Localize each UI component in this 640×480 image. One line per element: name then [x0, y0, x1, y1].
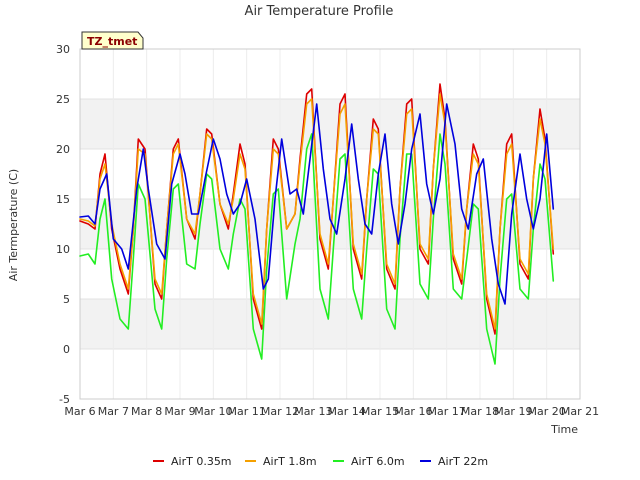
legend: AirT 0.35m AirT 1.8m AirT 6.0m AirT 22m	[153, 455, 488, 468]
x-tick-label: Mar 15	[361, 405, 399, 418]
x-tick-label: Mar 20	[528, 405, 566, 418]
x-tick-label: Mar 13	[294, 405, 332, 418]
x-tick-label: Mar 6	[64, 405, 95, 418]
legend-label: AirT 22m	[438, 455, 488, 468]
y-tick-label: 5	[63, 293, 70, 306]
legend-item: AirT 1.8m	[245, 455, 317, 468]
y-tick-label: 10	[56, 243, 70, 256]
plot-frame	[79, 48, 581, 400]
x-tick-label: Mar 9	[164, 405, 195, 418]
y-axis-ticks: -5 0 5 10 15 20 25 30	[56, 43, 70, 406]
x-tick-label: Mar 19	[494, 405, 532, 418]
x-tick-label: Mar 18	[461, 405, 499, 418]
x-tick-label: Mar 21	[561, 405, 599, 418]
y-tick-label: 25	[56, 93, 70, 106]
x-tick-label: Mar 17	[428, 405, 466, 418]
x-tick-label: Mar 7	[98, 405, 129, 418]
series-line-airt-6-0m	[79, 133, 555, 365]
plot-band	[80, 149, 580, 199]
y-tick-label: 20	[56, 143, 70, 156]
legend-item: AirT 0.35m	[153, 455, 232, 468]
series-line-airt-22m	[79, 103, 555, 305]
x-tick-label: Mar 14	[328, 405, 366, 418]
series-lines	[79, 83, 555, 365]
y-tick-label: -5	[59, 393, 70, 406]
legend-label: AirT 1.8m	[263, 455, 317, 468]
series-line-airt-1-8m	[79, 93, 555, 330]
plot-band	[80, 49, 580, 99]
x-tick-label: Mar 10	[194, 405, 232, 418]
y-tick-label: 15	[56, 193, 70, 206]
x-tick-label: Mar 8	[131, 405, 162, 418]
station-tag: TZ_tmet	[81, 31, 144, 50]
x-tick-label: Mar 12	[261, 405, 299, 418]
plot-band	[80, 349, 580, 399]
station-tag-box	[81, 31, 144, 50]
legend-label: AirT 6.0m	[351, 455, 405, 468]
x-axis-label: Time	[550, 423, 578, 436]
legend-item: AirT 6.0m	[333, 455, 405, 468]
x-tick-label: Mar 11	[228, 405, 266, 418]
x-tick-label: Mar 16	[394, 405, 432, 418]
y-axis-label: Air Termperature (C)	[7, 169, 20, 281]
legend-item: AirT 22m	[420, 455, 488, 468]
chart-title: Air Temperature Profile	[245, 4, 394, 19]
station-tag-label: TZ_tmet	[87, 35, 137, 48]
legend-label: AirT 0.35m	[171, 455, 232, 468]
y-tick-label: 30	[56, 43, 70, 56]
plot-band	[80, 99, 580, 149]
y-tick-label: 0	[63, 343, 70, 356]
